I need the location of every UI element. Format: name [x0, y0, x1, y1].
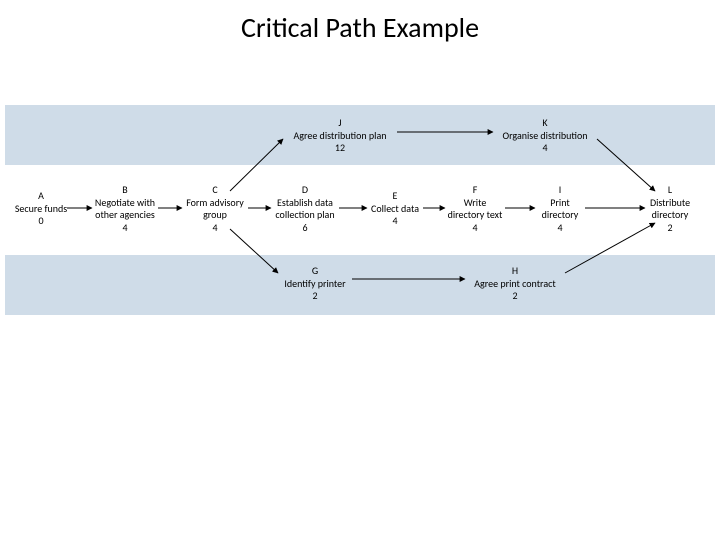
- node-j: JAgree distribution plan12: [280, 117, 400, 155]
- node-c: CForm advisory group4: [179, 184, 251, 234]
- node-duration: 12: [280, 142, 400, 155]
- node-g: GIdentify printer2: [275, 265, 355, 303]
- node-label: Print directory: [532, 197, 588, 222]
- node-l: LDistribute directory2: [642, 184, 698, 234]
- node-letter: K: [490, 117, 600, 130]
- node-d: DEstablish data collection plan6: [268, 184, 342, 234]
- node-duration: 4: [532, 222, 588, 235]
- node-duration: 4: [364, 215, 426, 228]
- node-duration: 2: [275, 290, 355, 303]
- lower-band: [5, 255, 715, 315]
- node-a: ASecure funds0: [10, 190, 72, 228]
- node-letter: F: [442, 184, 508, 197]
- node-f: FWrite directory text4: [442, 184, 508, 234]
- node-label: Form advisory group: [179, 197, 251, 222]
- node-duration: 4: [179, 222, 251, 235]
- node-letter: G: [275, 265, 355, 278]
- node-label: Distribute directory: [642, 197, 698, 222]
- node-e: ECollect data4: [364, 190, 426, 228]
- node-letter: A: [10, 190, 72, 203]
- node-duration: 4: [490, 142, 600, 155]
- node-duration: 2: [463, 290, 568, 303]
- critical-path-diagram: ASecure funds0 BNegotiate with other agen…: [5, 105, 715, 315]
- node-letter: C: [179, 184, 251, 197]
- page-title: Critical Path Example: [0, 10, 720, 45]
- node-letter: I: [532, 184, 588, 197]
- node-label: Negotiate with other agencies: [89, 197, 161, 222]
- node-letter: D: [268, 184, 342, 197]
- node-letter: L: [642, 184, 698, 197]
- node-h: HAgree print contract2: [463, 265, 568, 303]
- node-duration: 6: [268, 222, 342, 235]
- node-duration: 4: [442, 222, 508, 235]
- node-label: Write directory text: [442, 197, 508, 222]
- node-k: KOrganise distribution4: [490, 117, 600, 155]
- node-duration: 4: [89, 222, 161, 235]
- node-duration: 2: [642, 222, 698, 235]
- node-duration: 0: [10, 215, 72, 228]
- node-letter: J: [280, 117, 400, 130]
- node-label: Establish data collection plan: [268, 197, 342, 222]
- node-i: IPrint directory4: [532, 184, 588, 234]
- node-letter: H: [463, 265, 568, 278]
- node-b: BNegotiate with other agencies4: [89, 184, 161, 234]
- node-letter: B: [89, 184, 161, 197]
- node-letter: E: [364, 190, 426, 203]
